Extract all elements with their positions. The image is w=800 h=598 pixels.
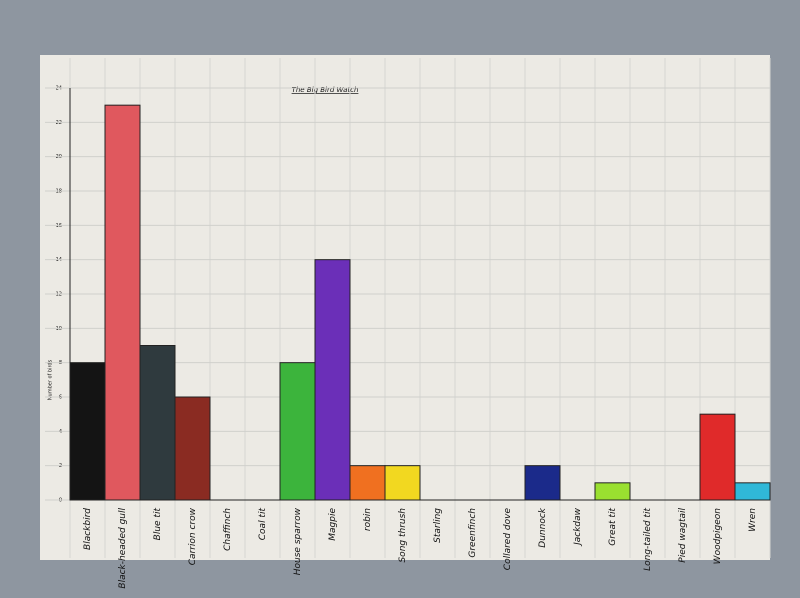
- x-tick-label: Greenfinch: [468, 508, 478, 558]
- x-tick-label: Carrion crow: [188, 507, 198, 565]
- x-tick-label: Black-headed gull: [118, 508, 128, 589]
- bar: [69, 362, 106, 501]
- bar: [104, 104, 141, 501]
- chart-title: The Big Bird Watch: [292, 86, 359, 94]
- bar: [699, 413, 736, 501]
- bar: [279, 362, 316, 501]
- x-tick-label: Pied wagtail: [678, 508, 688, 563]
- bar: [174, 396, 211, 501]
- bar: [349, 465, 386, 501]
- x-tick-label: Great tit: [608, 508, 618, 546]
- x-tick-label: robin: [363, 508, 373, 531]
- bar: [734, 482, 771, 501]
- x-tick-label: Woodpigeon: [713, 508, 723, 565]
- x-tick-label: Blue tit: [153, 508, 163, 541]
- x-tick-label: Dunnock: [538, 507, 548, 547]
- x-tick-label: Song thrush: [398, 508, 408, 563]
- bar: [139, 345, 176, 501]
- x-tick-label: Magpie: [328, 508, 338, 541]
- x-tick-label: Coal tit: [258, 508, 268, 541]
- bar: [524, 465, 561, 501]
- x-tick-label: Chaffinch: [223, 508, 233, 551]
- x-tick-label: Starling: [433, 508, 443, 543]
- x-tick-label: Jackdaw: [573, 507, 583, 547]
- x-tick-label: Blackbird: [83, 508, 93, 550]
- bar: [314, 259, 351, 501]
- y-axis-label: Number of birds: [48, 359, 54, 400]
- bar: [594, 482, 631, 501]
- x-tick-label: House sparrow: [293, 507, 303, 575]
- bar: [384, 465, 421, 501]
- x-tick-label: Collared dove: [503, 508, 513, 571]
- x-tick-label: Long-tailed tit: [643, 508, 653, 571]
- x-tick-label: Wren: [748, 508, 758, 532]
